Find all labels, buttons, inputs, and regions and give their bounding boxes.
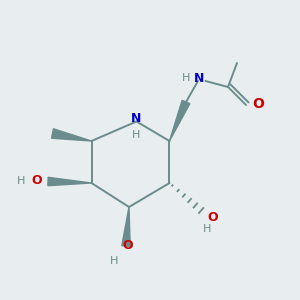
Text: H: H [110,256,118,266]
Text: N: N [131,112,142,125]
Text: N: N [194,71,205,85]
Text: O: O [122,239,133,252]
Text: H: H [182,73,190,83]
Text: O: O [32,174,42,187]
Text: O: O [252,97,264,110]
Text: O: O [207,211,217,224]
Text: H: H [203,224,211,235]
Polygon shape [48,177,92,186]
Polygon shape [52,129,92,141]
Text: H: H [17,176,25,186]
Polygon shape [169,100,190,141]
Polygon shape [122,207,130,246]
Text: H: H [132,130,141,140]
